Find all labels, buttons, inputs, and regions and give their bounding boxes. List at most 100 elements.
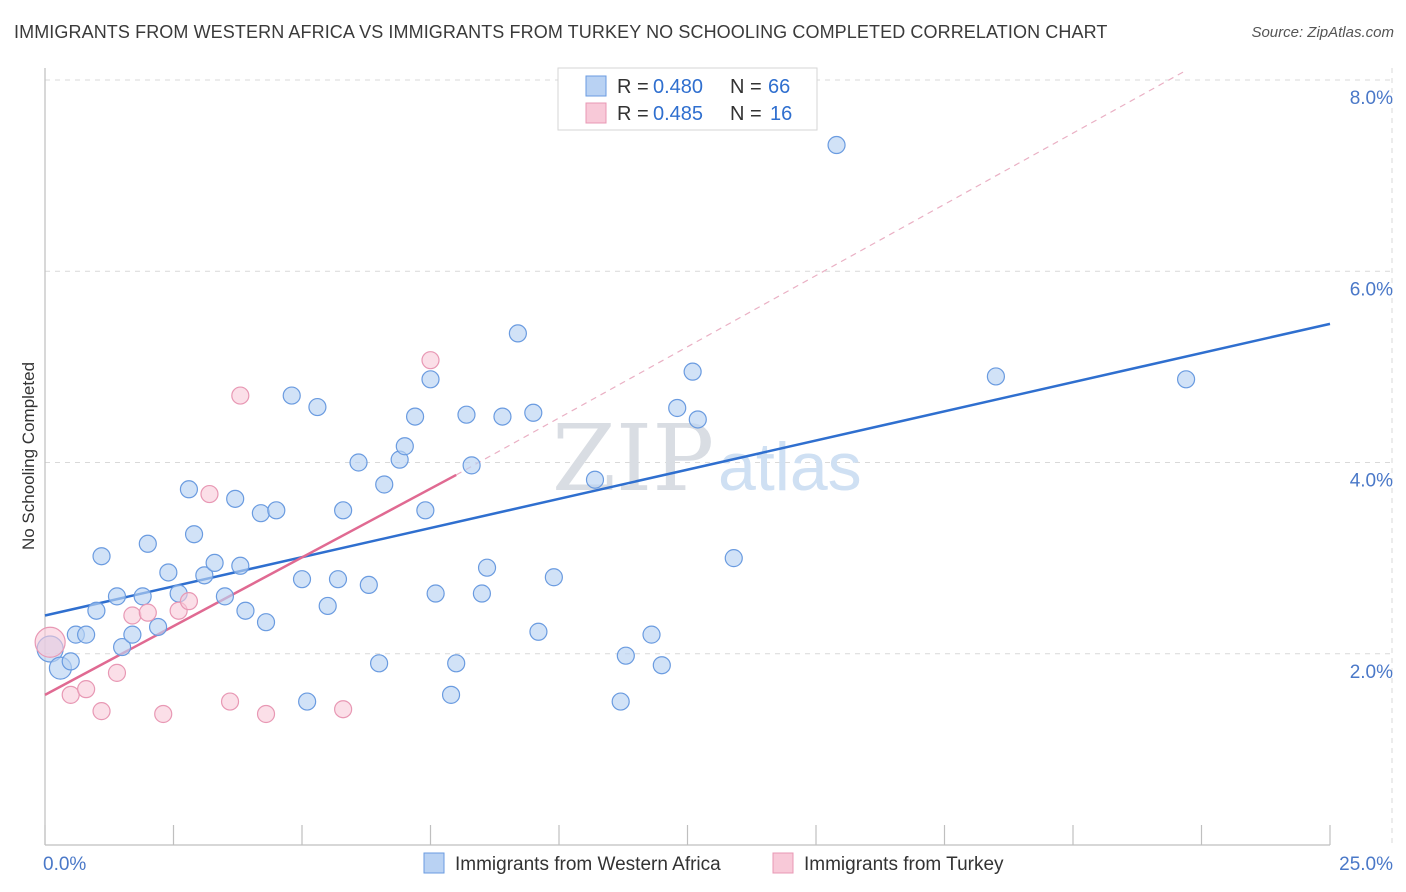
point-western-africa-54 — [585, 470, 605, 489]
point-western-africa-64 — [986, 367, 1006, 386]
point-turkey-5 — [123, 606, 142, 625]
watermark-atlas-text: atlas — [718, 429, 862, 505]
bottom-legend-swatch-blue — [423, 852, 445, 874]
point-western-africa-27 — [292, 570, 312, 589]
point-western-africa-15 — [179, 480, 199, 499]
point-western-africa-12 — [148, 617, 168, 637]
point-western-africa-57 — [642, 625, 661, 644]
legend-r-value-2: 0.485 — [653, 103, 703, 125]
legend-n-label-2: N = — [730, 103, 762, 125]
point-turkey-6 — [138, 603, 157, 622]
point-western-africa-52 — [529, 622, 548, 641]
trendlines — [44, 69, 1331, 696]
point-western-africa-20 — [226, 489, 245, 508]
point-western-africa-35 — [370, 654, 389, 673]
point-turkey-13 — [256, 704, 276, 724]
trendline-western-africa — [44, 322, 1331, 617]
watermark: ZIP atlas — [552, 405, 862, 512]
legend-swatch-blue — [585, 75, 607, 97]
point-western-africa-10 — [133, 587, 152, 606]
point-western-africa-55 — [611, 692, 630, 711]
point-western-africa-19 — [215, 587, 234, 606]
point-western-africa-26 — [282, 386, 301, 405]
point-western-africa-6 — [92, 547, 111, 566]
legend-swatch-pink — [585, 102, 607, 124]
point-western-africa-34 — [359, 575, 378, 595]
y-tick-label-0: 2.0% — [1350, 662, 1393, 683]
point-western-africa-40 — [416, 501, 435, 520]
legend-n-label-1: N = — [730, 76, 762, 98]
point-western-africa-11 — [138, 534, 157, 553]
point-turkey-4 — [107, 663, 127, 682]
point-western-africa-46 — [462, 456, 481, 475]
point-western-africa-22 — [236, 601, 255, 620]
bottom-legend-label-2: Immigrants from Turkey — [804, 854, 1004, 875]
point-western-africa-36 — [375, 475, 394, 494]
point-western-africa-48 — [477, 558, 497, 577]
point-western-africa-47 — [472, 584, 491, 603]
point-western-africa-31 — [328, 570, 348, 589]
legend-r-value-1: 0.480 — [653, 76, 703, 98]
point-western-africa-41 — [421, 370, 440, 389]
point-turkey-3 — [92, 702, 111, 721]
point-turkey-1 — [61, 685, 80, 704]
point-western-africa-32 — [334, 501, 353, 520]
trendline-turkey-extension — [455, 69, 1187, 476]
point-turkey-9 — [179, 592, 199, 611]
point-western-africa-56 — [616, 646, 635, 665]
y-tick-labels: 2.0% 4.0% 6.0% 8.0% — [1350, 88, 1393, 683]
point-western-africa-24 — [256, 613, 276, 632]
point-western-africa-21 — [231, 556, 250, 575]
point-western-africa-23 — [251, 504, 270, 523]
point-western-africa-7 — [107, 587, 127, 606]
point-western-africa-60 — [683, 362, 702, 381]
point-western-africa-33 — [349, 453, 368, 472]
point-western-africa-44 — [447, 654, 466, 673]
point-western-africa-16 — [184, 525, 204, 544]
point-turkey-0 — [34, 626, 66, 658]
point-turkey-14 — [334, 700, 353, 719]
point-western-africa-4 — [77, 625, 96, 644]
point-western-africa-25 — [267, 501, 286, 520]
x-tick-label-0: 0.0% — [43, 854, 86, 875]
x-tick-labels: 0.0% 25.0% — [43, 854, 1393, 875]
point-western-africa-62 — [724, 549, 743, 568]
stats-legend: R = 0.480 N = 66 R = 0.485 N = 16 — [557, 67, 818, 131]
point-turkey-15 — [421, 351, 440, 370]
point-western-africa-9 — [123, 625, 142, 644]
point-western-africa-59 — [668, 398, 687, 418]
y-tick-label-2: 6.0% — [1350, 279, 1393, 300]
grid-lines — [45, 68, 1393, 845]
source-label: Source: ZipAtlas.com — [1251, 24, 1394, 41]
y-axis-label: No Schooling Completed — [19, 362, 38, 550]
point-western-africa-65 — [1176, 370, 1196, 389]
point-western-africa-50 — [508, 324, 527, 343]
point-western-africa-53 — [544, 568, 563, 587]
point-western-africa-42 — [426, 584, 445, 603]
point-western-africa-17 — [195, 566, 214, 585]
point-western-africa-43 — [441, 685, 461, 704]
point-turkey-11 — [220, 692, 240, 711]
point-turkey-12 — [231, 386, 250, 405]
legend-r-label-2: R = — [617, 103, 649, 125]
series-legend: Immigrants from Western Africa Immigrant… — [423, 852, 1004, 875]
bottom-legend-swatch-pink — [772, 852, 794, 874]
point-western-africa-49 — [493, 407, 512, 426]
point-western-africa-58 — [652, 656, 671, 675]
y-tick-label-3: 8.0% — [1350, 88, 1393, 109]
point-turkey-7 — [154, 704, 173, 724]
bottom-legend-label-1: Immigrants from Western Africa — [455, 854, 721, 875]
point-western-africa-51 — [524, 403, 543, 422]
point-turkey-2 — [77, 680, 96, 699]
point-western-africa-29 — [308, 397, 327, 417]
point-turkey-10 — [200, 484, 219, 504]
trendline-turkey — [44, 473, 457, 696]
point-western-africa-45 — [457, 405, 476, 424]
point-western-africa-18 — [205, 553, 224, 573]
point-western-africa-13 — [159, 563, 178, 582]
legend-n-value-1: 66 — [768, 76, 790, 98]
x-tick-label-1: 25.0% — [1339, 854, 1393, 875]
chart-title: IMMIGRANTS FROM WESTERN AFRICA VS IMMIGR… — [14, 22, 1108, 42]
data-points — [34, 135, 1196, 724]
point-western-africa-2 — [61, 652, 80, 671]
